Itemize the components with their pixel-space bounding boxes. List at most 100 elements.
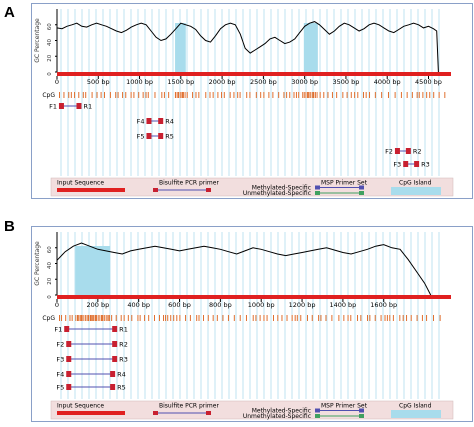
reverse-primer-label: R2 bbox=[413, 148, 422, 156]
panel-b-viewer: 0 20 40 60 GC Percentage 0 200 bp 400 bp 600 bp 8… bbox=[31, 226, 473, 422]
cpg-site-tick bbox=[75, 315, 77, 321]
cpg-site-tick bbox=[303, 92, 305, 98]
cpg-site-tick bbox=[115, 315, 117, 321]
legend-box bbox=[50, 177, 454, 197]
cpg-site-tick bbox=[109, 92, 111, 98]
forward-primer-marker bbox=[146, 118, 152, 124]
cpg-site-tick bbox=[307, 92, 308, 98]
cpg-site-tick bbox=[380, 315, 382, 321]
cpg-site-tick bbox=[319, 92, 321, 98]
cpg-site-tick bbox=[65, 315, 67, 321]
cpg-site-tick bbox=[183, 92, 184, 98]
cpg-row-label: CpG bbox=[42, 92, 55, 99]
reverse-primer-label: R1 bbox=[83, 103, 92, 111]
cpg-site-tick bbox=[61, 315, 63, 321]
cpg-site-tick bbox=[252, 315, 254, 321]
reverse-primer-marker bbox=[414, 161, 420, 167]
x-tick-label: 200 bp bbox=[86, 301, 109, 309]
cpg-site-tick bbox=[320, 315, 322, 321]
cpg-site-tick bbox=[96, 315, 98, 321]
cpg-site-tick bbox=[78, 315, 80, 321]
cpg-site-tick bbox=[163, 315, 165, 321]
forward-primer-marker bbox=[66, 384, 72, 390]
cpg-site-tick bbox=[222, 315, 224, 321]
cpg-site-tick bbox=[239, 92, 241, 98]
cpg-site-tick bbox=[233, 92, 235, 98]
cpg-site-tick bbox=[175, 92, 176, 98]
legend-cpg-island-swatch bbox=[391, 187, 441, 195]
x-tick-label: 1000 bp bbox=[248, 301, 275, 309]
cpg-site-tick bbox=[227, 315, 229, 321]
forward-primer-label: F4 bbox=[56, 371, 64, 379]
cpg-site-tick bbox=[308, 92, 310, 98]
reverse-primer-marker bbox=[158, 118, 164, 124]
cpg-site-tick bbox=[263, 92, 265, 98]
cpg-island-region bbox=[175, 23, 186, 72]
cpg-site-tick bbox=[331, 92, 333, 98]
cpg-site-tick bbox=[94, 315, 96, 321]
y-tick-label: 20 bbox=[47, 277, 53, 284]
cpg-site-tick bbox=[246, 92, 248, 98]
cpg-site-tick bbox=[399, 315, 401, 321]
x-tick-label: 0 bbox=[55, 301, 59, 309]
cpg-site-tick bbox=[127, 315, 129, 321]
viewer-frame bbox=[31, 3, 473, 199]
x-tick-label: 800 bp bbox=[209, 301, 232, 309]
cpg-site-tick bbox=[386, 315, 388, 321]
x-tick-label: 4000 bp bbox=[374, 78, 401, 86]
cpg-site-tick bbox=[181, 92, 183, 98]
cpg-site-tick bbox=[439, 315, 441, 321]
cpg-site-tick bbox=[293, 92, 295, 98]
cpg-site-tick bbox=[338, 315, 340, 321]
reverse-primer-label: R1 bbox=[119, 326, 128, 334]
cpg-site-tick bbox=[165, 315, 167, 321]
cpg-site-tick bbox=[367, 315, 369, 321]
cpg-site-tick bbox=[277, 315, 279, 321]
cpg-site-tick bbox=[387, 92, 389, 98]
gridlines bbox=[60, 232, 440, 399]
forward-primer-marker bbox=[66, 371, 72, 377]
forward-primer-marker bbox=[394, 148, 400, 154]
cpg-site-tick bbox=[148, 315, 150, 321]
cpg-site-tick bbox=[170, 315, 172, 321]
cpg-site-tick bbox=[350, 315, 352, 321]
cpg-site-tick bbox=[343, 315, 345, 321]
cpg-site-tick bbox=[184, 92, 186, 98]
cpg-site-tick bbox=[336, 92, 338, 98]
cpg-site-tick bbox=[311, 315, 313, 321]
cpg-site-tick bbox=[167, 315, 169, 321]
cpg-site-tick bbox=[117, 92, 119, 98]
forward-primer-label: F4 bbox=[137, 118, 145, 126]
legend-unmethylated-marker bbox=[315, 191, 320, 195]
cpg-site-tick bbox=[78, 92, 80, 98]
cpg-site-tick bbox=[139, 315, 141, 321]
cpg-row-label: CpG bbox=[42, 315, 55, 322]
reverse-primer-label: R4 bbox=[117, 371, 126, 379]
cpg-site-tick bbox=[318, 315, 320, 321]
cpg-site-tick bbox=[205, 92, 207, 98]
legend-unmethylated-marker bbox=[359, 191, 364, 195]
cpg-site-tick bbox=[272, 315, 274, 321]
cpg-site-tick bbox=[418, 92, 420, 98]
legend-methylated-label: Methylated-Specific bbox=[252, 408, 311, 415]
legend-unmethylated-label: Unmethylated-Specific bbox=[243, 190, 311, 197]
cpg-site-tick bbox=[365, 92, 367, 98]
legend-input-sequence-swatch bbox=[57, 411, 125, 415]
cpg-site-tick bbox=[212, 92, 214, 98]
cpg-site-tick bbox=[433, 315, 435, 321]
reverse-primer-marker bbox=[112, 341, 118, 347]
y-tick-label: 0 bbox=[47, 72, 53, 76]
x-tick-label: 1600 bp bbox=[370, 301, 397, 309]
y-tick-label: 20 bbox=[47, 54, 53, 61]
cpg-site-tick bbox=[95, 315, 97, 321]
cpg-site-tick bbox=[357, 92, 359, 98]
cpg-site-tick bbox=[196, 315, 198, 321]
cpg-site-tick bbox=[316, 92, 318, 98]
cpg-site-tick bbox=[104, 92, 106, 98]
legend-methylated-marker bbox=[315, 185, 320, 190]
cpg-site-tick bbox=[59, 315, 60, 321]
cpg-site-tick bbox=[237, 92, 239, 98]
legend-bisulfite-marker bbox=[206, 411, 211, 415]
cpg-site-tick bbox=[120, 315, 122, 321]
cpg-site-tick bbox=[158, 315, 160, 321]
